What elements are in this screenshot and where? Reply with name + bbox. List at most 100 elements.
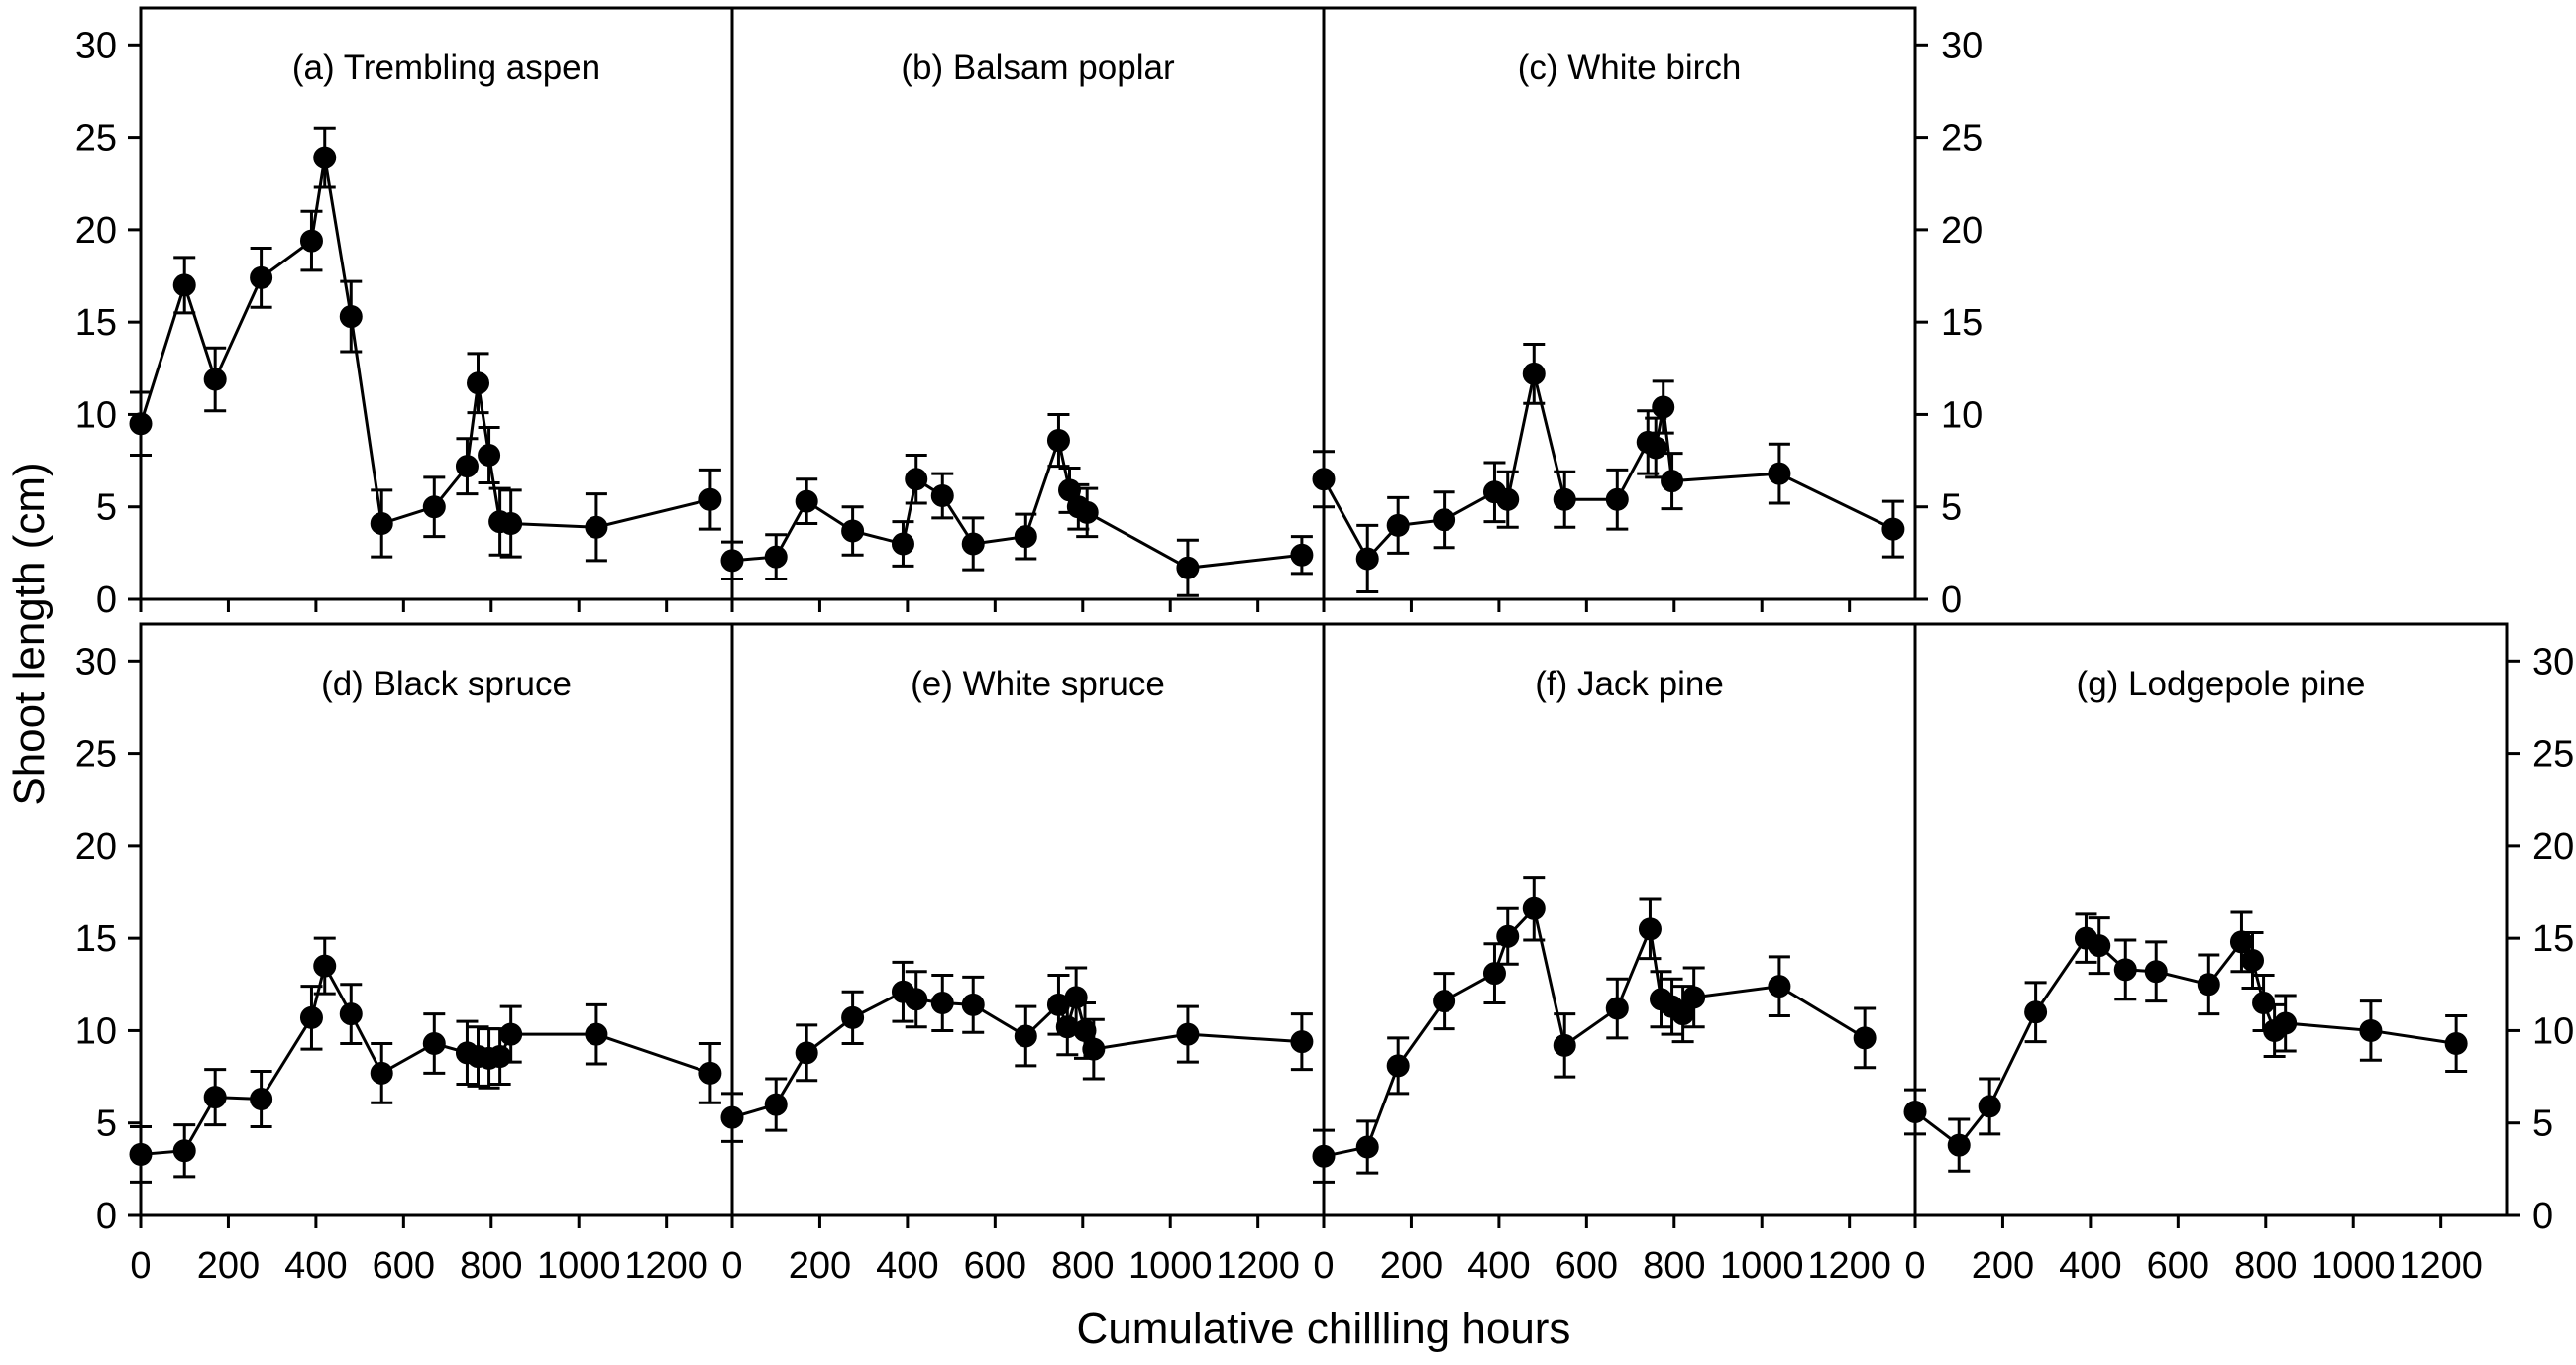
data-point <box>1014 525 1037 549</box>
data-point <box>1661 470 1684 493</box>
data-point <box>1553 1033 1576 1057</box>
data-point <box>370 512 393 536</box>
x-tick-label: 1200 <box>1807 1245 1891 1287</box>
data-point <box>1496 924 1520 948</box>
panel-d: 0 200 400 600 800 1000 1200 0 5 10 15 20 25 30 (d) Bla… <box>75 622 734 1287</box>
data-point <box>930 484 954 508</box>
data-point <box>2113 958 2137 982</box>
x-tick-label: 800 <box>2234 1245 2297 1287</box>
panel-c-line <box>1322 373 1894 562</box>
data-point <box>764 545 788 569</box>
y-tick-label-right: 20 <box>2532 826 2574 868</box>
x-tick-label: 600 <box>1556 1245 1618 1287</box>
y-tick-label-right: 0 <box>2532 1196 2553 1237</box>
data-point <box>1046 429 1070 453</box>
data-point <box>698 1061 722 1085</box>
panel-d-title: (d) Black spruce <box>321 665 572 703</box>
data-point <box>1290 1030 1314 1054</box>
y-tick-label: 25 <box>75 118 117 159</box>
panel-a-title: (a) Trembling aspen <box>292 49 600 87</box>
panel-d-line <box>140 962 711 1156</box>
data-point <box>795 489 818 513</box>
y-tick-label-right: 10 <box>2532 1010 2574 1052</box>
data-point <box>422 495 446 519</box>
x-tick-label: 800 <box>1643 1245 1705 1287</box>
y-tick-label: 0 <box>96 579 117 621</box>
y-tick-label: 30 <box>75 641 117 682</box>
data-point <box>422 1031 446 1055</box>
data-point <box>2274 1011 2298 1035</box>
panel-g-frame <box>1913 622 2509 1217</box>
data-point <box>1768 462 1791 485</box>
x-tick-label: 1000 <box>2311 1245 2396 1287</box>
y-tick-label: 20 <box>75 826 117 868</box>
x-tick-label: 400 <box>284 1245 347 1287</box>
panel-b: (b) Balsam poplar <box>720 6 1326 612</box>
data-point <box>467 371 490 395</box>
data-point <box>585 1022 608 1046</box>
panel-f: 0 200 400 600 800 1000 1200 (f) Jack pine <box>1312 622 1917 1287</box>
data-point <box>339 1002 363 1026</box>
x-tick-label: 1000 <box>537 1245 621 1287</box>
x-tick-label: 400 <box>1467 1245 1530 1287</box>
data-point <box>1176 556 1200 579</box>
data-point <box>299 1005 323 1029</box>
data-point <box>250 265 273 289</box>
data-point <box>1605 997 1629 1020</box>
y-tick-label: 5 <box>96 487 117 529</box>
panel-f-title: (f) Jack pine <box>1535 665 1724 703</box>
data-point <box>1386 1054 1410 1078</box>
panel-a: 0 5 10 15 20 25 30 (a) Trembling aspen <box>75 6 734 621</box>
x-tick-label: 800 <box>1051 1245 1114 1287</box>
x-tick-label: 200 <box>1972 1245 2034 1287</box>
data-point <box>1881 517 1905 541</box>
panel-g-title: (g) Lodgepole pine <box>2077 665 2366 703</box>
data-point <box>2359 1018 2383 1042</box>
x-tick-label: 1000 <box>1720 1245 1804 1287</box>
data-point <box>1355 547 1379 571</box>
y-axis-title: Shoot length (cm) <box>5 462 54 805</box>
data-point <box>1947 1133 1971 1157</box>
data-point <box>841 1005 865 1029</box>
x-tick-label: 0 <box>130 1245 151 1287</box>
data-point <box>2241 949 2265 973</box>
data-point <box>1290 543 1314 567</box>
data-point <box>1644 436 1667 460</box>
y-tick-label-right: 25 <box>1941 118 1983 159</box>
panels-group: 0 5 10 15 20 25 30 (a) Trembling aspen (b) Balsa… <box>75 6 2574 1287</box>
data-point <box>313 146 337 169</box>
y-tick-label-right: 5 <box>2532 1103 2553 1145</box>
data-point <box>1482 962 1506 986</box>
y-tick-label-right: 25 <box>2532 734 2574 776</box>
data-point <box>961 532 985 556</box>
data-point <box>764 1093 788 1116</box>
y-tick-label: 30 <box>75 25 117 66</box>
data-point <box>1082 1037 1106 1061</box>
data-point <box>1433 508 1456 532</box>
data-point <box>313 954 337 978</box>
panel-c-frame <box>1322 6 1917 601</box>
data-point <box>720 549 744 573</box>
x-tick-label: 0 <box>1313 1245 1334 1287</box>
data-point <box>841 519 865 543</box>
y-tick-label: 10 <box>75 1010 117 1052</box>
data-point <box>499 512 523 536</box>
y-tick-label-right: 30 <box>2532 641 2574 682</box>
x-tick-label: 200 <box>789 1245 851 1287</box>
data-point <box>129 1142 153 1166</box>
data-point <box>698 487 722 511</box>
y-tick-label: 5 <box>96 1103 117 1145</box>
data-point <box>488 1045 512 1069</box>
y-tick-label-right: 10 <box>1941 394 1983 436</box>
panel-e-frame <box>730 622 1326 1217</box>
data-point <box>250 1087 273 1110</box>
y-tick-label-right: 30 <box>1941 25 1983 66</box>
x-tick-label: 0 <box>721 1245 742 1287</box>
data-point <box>2088 934 2111 958</box>
data-point <box>203 1086 227 1109</box>
data-point <box>1553 487 1576 511</box>
y-tick-label-right: 15 <box>1941 302 1983 344</box>
y-tick-label: 25 <box>75 734 117 776</box>
data-point <box>905 468 928 491</box>
